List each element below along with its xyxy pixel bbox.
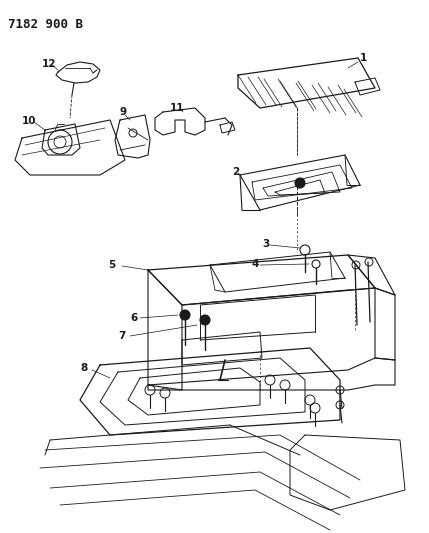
Circle shape: [200, 315, 210, 325]
Text: 4: 4: [252, 259, 260, 269]
Text: 6: 6: [130, 313, 137, 323]
Text: 5: 5: [108, 260, 115, 270]
Text: 8: 8: [80, 363, 87, 373]
Text: 11: 11: [170, 103, 184, 113]
Text: 7: 7: [118, 331, 125, 341]
Text: 7182 900 B: 7182 900 B: [8, 18, 83, 31]
Circle shape: [295, 178, 305, 188]
Circle shape: [180, 310, 190, 320]
Text: 10: 10: [22, 116, 36, 126]
Text: 12: 12: [42, 59, 57, 69]
Text: 1: 1: [360, 53, 367, 63]
Text: 2: 2: [232, 167, 239, 177]
Text: 9: 9: [120, 107, 127, 117]
Text: 3: 3: [262, 239, 269, 249]
